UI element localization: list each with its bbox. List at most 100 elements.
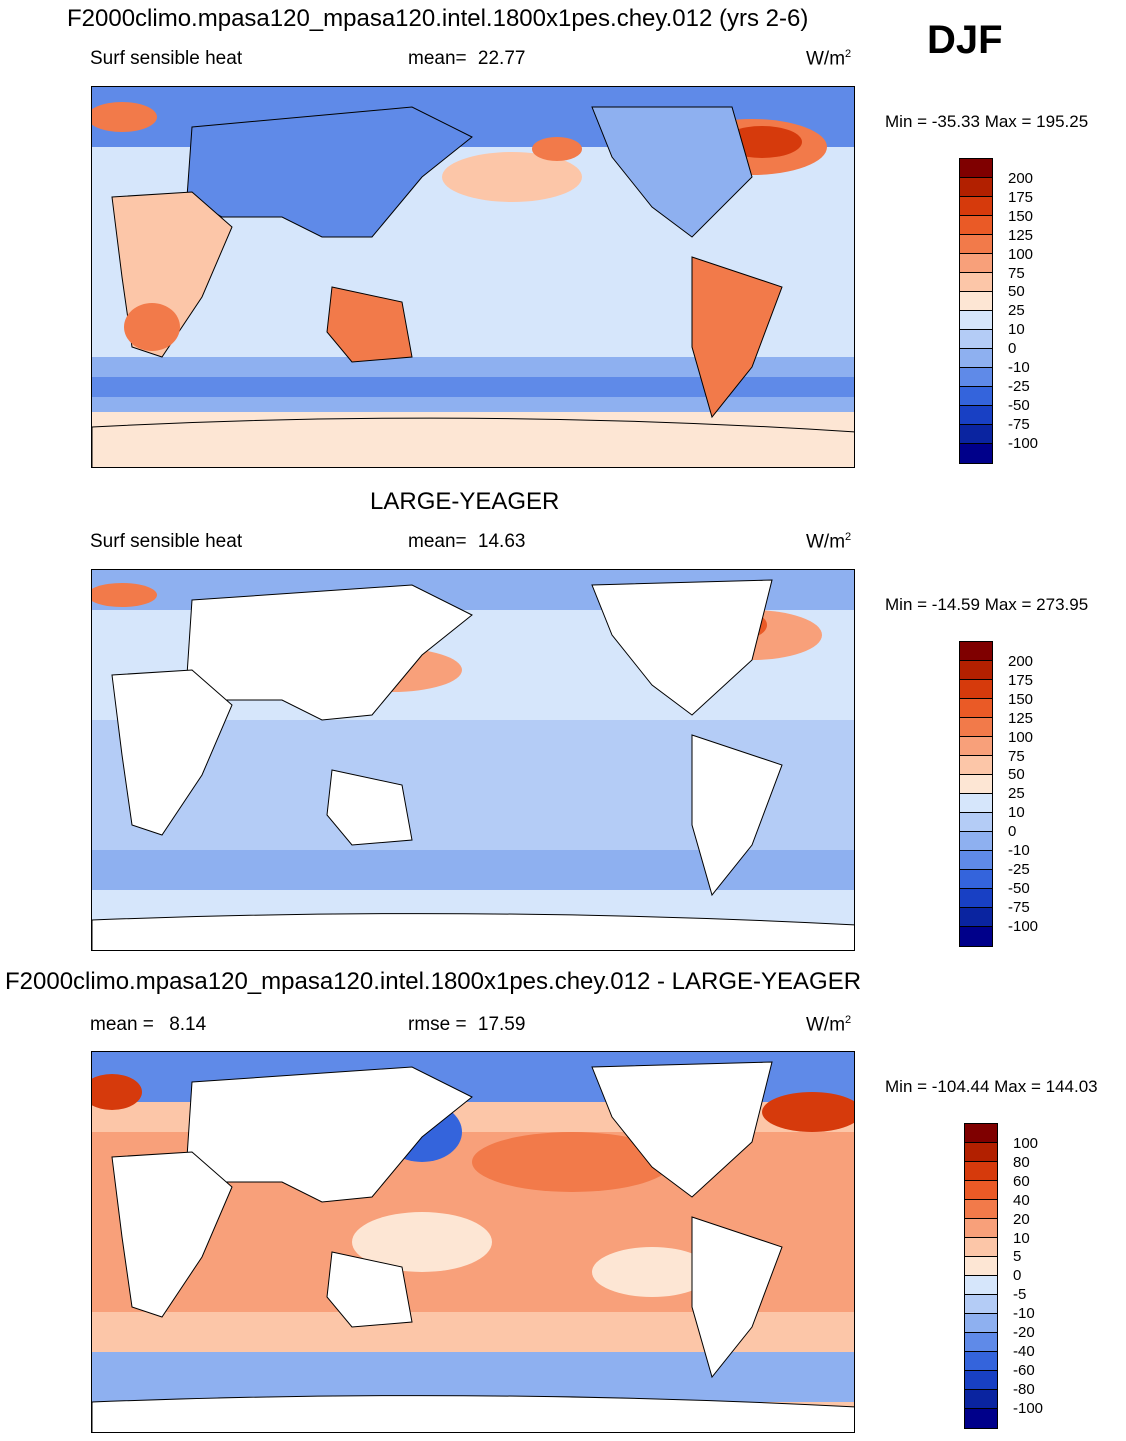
- colorbar-swatch: [960, 159, 992, 178]
- colorbar-tick-label: 75: [1008, 264, 1025, 282]
- colorbar-swatch: [965, 1162, 997, 1181]
- colorbar-swatch: [960, 832, 992, 851]
- colorbar-tick-label: 125: [1008, 226, 1034, 244]
- southern-ocean-band: [92, 1352, 854, 1402]
- panel1-mean-label: mean=: [408, 48, 467, 69]
- colorbar-tick-label: 150: [1008, 207, 1034, 225]
- colorbar-tick-label: 200: [1008, 653, 1034, 670]
- colorbar-swatch: [960, 387, 992, 406]
- colorbar-swatch: [960, 718, 992, 737]
- north-america: [591, 579, 773, 716]
- panel2-mean-label: mean=: [408, 531, 467, 552]
- panel1-mean: mean= 22.77: [408, 48, 525, 70]
- colorbar-swatch: [960, 273, 992, 292]
- colorbar-swatch: [965, 1295, 997, 1314]
- colorbar-tick-label: -5: [1013, 1286, 1027, 1304]
- colorbar-tick-label: 100: [1013, 1135, 1039, 1152]
- colorbar-swatch: [965, 1219, 997, 1238]
- colorbar-swatch: [965, 1276, 997, 1295]
- colorbar-tick-label: 5: [1013, 1248, 1022, 1266]
- colorbar-swatch: [960, 330, 992, 349]
- colorbar-tick-label: -60: [1013, 1361, 1035, 1379]
- panel3-mean: mean = 8.14: [90, 1014, 206, 1036]
- colorbar-swatch: [960, 870, 992, 889]
- colorbar-tick-label: 40: [1013, 1191, 1030, 1209]
- panel2-minmax: Min = -14.59 Max = 273.95: [885, 595, 1089, 614]
- colorbar-swatch: [960, 851, 992, 870]
- colorbar-swatch: [960, 197, 992, 216]
- panel1-mean-value: 22.77: [477, 48, 526, 69]
- colorbar-swatch: [960, 680, 992, 699]
- colorbar-swatch: [965, 1124, 997, 1143]
- colorbar-tick-label: 75: [1008, 747, 1025, 765]
- colorbar-tick-label: -75: [1008, 415, 1030, 433]
- colorbar-swatch: [960, 775, 992, 794]
- colorbar-tick-label: 200: [1008, 170, 1034, 187]
- colorbar-3: [964, 1123, 998, 1429]
- colorbar-swatch: [960, 889, 992, 908]
- antarctica: [92, 913, 854, 950]
- colorbar-swatch: [960, 235, 992, 254]
- colorbar-tick-label: -25: [1008, 377, 1030, 395]
- colorbar-swatch: [965, 1352, 997, 1371]
- colorbar-swatch: [960, 444, 992, 463]
- colorbar-tick-label: -20: [1013, 1324, 1035, 1341]
- colorbar-swatch: [960, 908, 992, 927]
- colorbar-tick-label: 0: [1008, 340, 1017, 358]
- colorbar-swatch: [960, 368, 992, 387]
- colorbar-swatch: [960, 756, 992, 775]
- colorbar-tick-label: 150: [1008, 690, 1034, 708]
- colorbar-swatch: [960, 737, 992, 756]
- panel2-variable: Surf sensible heat: [90, 531, 243, 552]
- panel3-minmax: Min = -104.44 Max = 144.03: [885, 1077, 1098, 1096]
- colorbar-tick-label: 175: [1008, 188, 1034, 206]
- colorbar-tick-label: 175: [1008, 671, 1034, 689]
- colorbar-tick-label: 100: [1008, 728, 1034, 746]
- colorbar-swatch: [960, 406, 992, 425]
- colorbar-tick-label: 10: [1008, 321, 1025, 339]
- colorbar-tick-label: -100: [1008, 917, 1039, 935]
- colorbar-swatch: [960, 292, 992, 311]
- colorbar-1: [959, 158, 993, 464]
- colorbar-swatch: [965, 1181, 997, 1200]
- panel3-mean-label: mean =: [90, 1014, 154, 1035]
- panel3-rmse: rmse = 17.59: [408, 1014, 525, 1036]
- colorbar-swatch: [960, 794, 992, 813]
- panel1-map-svg: [92, 87, 854, 467]
- antarctica: [92, 1395, 854, 1432]
- panel3-rmse-value: 17.59: [477, 1014, 526, 1035]
- panel3-mean-value: 8.14: [169, 1014, 207, 1035]
- colorbar-swatch: [960, 642, 992, 661]
- panel2-title: LARGE-YEAGER: [370, 488, 560, 515]
- colorbar-swatch: [960, 813, 992, 832]
- colorbar-swatch: [965, 1143, 997, 1162]
- colorbar-tick-label: -100: [1013, 1399, 1044, 1417]
- colorbar-swatch: [965, 1200, 997, 1219]
- colorbar-swatch: [960, 311, 992, 330]
- north-america: [591, 106, 753, 238]
- colorbar-tick-label: 10: [1013, 1229, 1030, 1247]
- colorbar-swatch: [960, 254, 992, 273]
- south-america: [691, 1216, 783, 1379]
- colorbar-swatch: [960, 216, 992, 235]
- panel2-map: [91, 569, 855, 951]
- season-label: DJF: [927, 18, 1003, 62]
- australia: [326, 769, 413, 846]
- colorbar-tick-label: -10: [1008, 359, 1030, 376]
- colorbar-2: [959, 641, 993, 947]
- colorbar-tick-label: 0: [1008, 823, 1017, 841]
- colorbar-tick-label: -50: [1008, 879, 1030, 897]
- colorbar-tick-label: 50: [1008, 766, 1025, 784]
- colorbar-tick-label: 80: [1013, 1153, 1030, 1171]
- africa: [111, 669, 233, 836]
- colorbar-tick-label: -75: [1008, 898, 1030, 916]
- colorbar-swatch: [965, 1333, 997, 1352]
- south-america: [691, 734, 783, 897]
- colorbar-tick-label: 25: [1008, 785, 1025, 803]
- colorbar-swatch: [965, 1409, 997, 1428]
- colorbar-swatch: [965, 1390, 997, 1409]
- colorbar-tick-label: -10: [1013, 1305, 1035, 1323]
- panel3-title: F2000climo.mpasa120_mpasa120.intel.1800x…: [5, 968, 862, 995]
- colorbar-tick-label: -80: [1013, 1380, 1035, 1398]
- colorbar-tick-label: 100: [1008, 245, 1034, 263]
